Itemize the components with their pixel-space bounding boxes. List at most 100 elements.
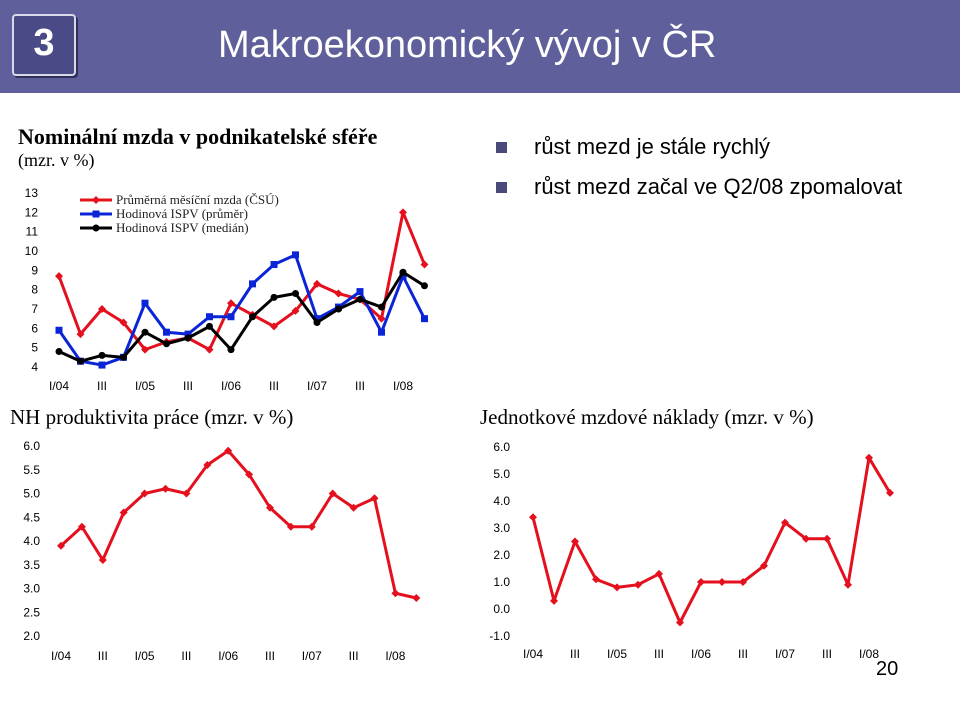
chart1-series-3-point xyxy=(206,322,213,330)
chart1-x-tick-label: I/08 xyxy=(393,379,413,393)
slide-title: Makroekonomický vývoj v ČR xyxy=(218,24,717,66)
chart2-x-tick-label: III xyxy=(265,649,275,663)
slide-header xyxy=(0,0,960,93)
chart3-x-tick-label: III xyxy=(822,647,832,661)
chart1-x-tick-label: III xyxy=(183,379,193,393)
chart2-series-1-point xyxy=(391,589,400,598)
chart1-series-3-point xyxy=(421,282,428,290)
chart3-y-tick-label: 3.0 xyxy=(493,521,510,535)
chart2-series-1-point xyxy=(203,461,212,469)
chart1-series-2-line xyxy=(57,253,426,367)
chart2-x-tick-label: III xyxy=(98,649,108,663)
chart1-series-1-point xyxy=(420,260,429,269)
chart3-series-1-point xyxy=(571,537,579,546)
chart1-series-1-point xyxy=(313,279,321,288)
chart2-y-tick-label: 4.0 xyxy=(23,534,40,548)
chart2-series-1-point xyxy=(349,503,358,512)
chart2-x-tick-label: I/07 xyxy=(302,649,322,663)
chart2-y-tick-label: 5.0 xyxy=(23,487,40,501)
page-number: 20 xyxy=(876,658,899,680)
chart2-series-1-point xyxy=(245,470,254,479)
chart3-x-tick-label: I/08 xyxy=(859,647,879,661)
chart3-x-tick-label: I/04 xyxy=(523,647,543,661)
chart1-y-tick-label: 8 xyxy=(31,283,38,297)
chart1-series-2-point xyxy=(163,328,170,336)
chart3-series-1-point xyxy=(718,578,726,586)
chart2-y-tick-label: 5.5 xyxy=(23,463,40,477)
chart1-legend-marker xyxy=(92,196,100,204)
chart3-series-1-point xyxy=(781,518,789,527)
chart1-legend-label: Hodinová ISPV (průměr) xyxy=(116,206,248,221)
chart1-series-1-point xyxy=(119,318,128,327)
square-bullet-icon xyxy=(496,142,507,153)
chart1-y-tick-label: 5 xyxy=(31,341,38,355)
chart3-series-1-point xyxy=(676,618,684,627)
chart1-series-3-point xyxy=(163,340,170,348)
chart1-series-1-point xyxy=(334,289,343,298)
chart3-series-1-point xyxy=(592,575,600,584)
chart1-series-2-point xyxy=(356,288,364,296)
chart2-series-1-point xyxy=(77,522,86,531)
chart2-x-tick-label: I/06 xyxy=(218,649,238,663)
chart2-x-tick-label: I/04 xyxy=(51,649,71,663)
chart3-x-tick-label: III xyxy=(654,647,664,661)
chart1-series-2-point xyxy=(206,313,213,321)
chart3-y-tick-label: 6.0 xyxy=(493,440,510,454)
chart1-y-tick-label: 4 xyxy=(31,360,38,374)
chart3-series-1-point xyxy=(634,580,642,589)
chart2-series-1-point xyxy=(161,484,170,493)
chart1-series-2-point xyxy=(421,315,428,323)
chart2-series-1-point xyxy=(119,508,128,517)
chart1-series-2-point xyxy=(292,251,299,259)
chart1-series-3-line xyxy=(58,270,426,363)
chart1-series-1-point xyxy=(55,272,63,281)
chart1-series-2-point xyxy=(98,361,106,369)
chart1-series-2-point xyxy=(270,261,278,269)
chart1-series-1-point xyxy=(377,314,386,323)
chart2-series-1-point xyxy=(266,503,274,512)
chart3-series-1-point xyxy=(697,578,705,586)
chart1-series-1-line xyxy=(57,210,426,352)
chart1-series-1-point xyxy=(227,299,235,308)
chart3-y-tick-label: 1.0 xyxy=(493,575,510,589)
chart3-series-1-point xyxy=(886,488,894,497)
section-badge: 3 xyxy=(12,14,76,76)
chart3-series-1-point xyxy=(739,578,747,586)
chart2-series-1-point xyxy=(307,522,316,531)
chart1-x-tick-label: III xyxy=(269,379,279,393)
chart3-series-1-point xyxy=(760,561,768,570)
chart3-series-1-line xyxy=(531,456,892,624)
chart1-series-3-point xyxy=(184,334,192,342)
chart3-y-tick-label: 5.0 xyxy=(493,467,510,481)
chart1-series-2-point xyxy=(184,330,192,338)
chart3-y-tick-label: 0.0 xyxy=(493,602,510,616)
chart1-title: Nominální mzda v podnikatelské sféře xyxy=(18,124,378,149)
chart1-series-1-point xyxy=(291,306,300,315)
chart1-series-3-point xyxy=(249,313,256,321)
chart3-series-1-point xyxy=(802,534,810,543)
chart1-series-3-point xyxy=(227,346,235,354)
chart3-series-1-point xyxy=(823,534,831,543)
chart2-y-tick-label: 2.5 xyxy=(23,605,40,619)
chart1-series-1-point xyxy=(399,208,407,217)
chart1-series-3-point xyxy=(77,357,84,365)
bullet-list: růst mezd je stále rychlý růst mezd zača… xyxy=(496,133,936,213)
chart2-x-tick-label: I/05 xyxy=(135,649,155,663)
chart1-series-3-point xyxy=(270,293,278,301)
bullet-item: růst mezd je stále rychlý xyxy=(496,133,936,160)
chart2-x-tick-label: III xyxy=(349,649,359,663)
chart1-series-3-point xyxy=(141,328,149,336)
chart1-series-3-point xyxy=(378,303,385,311)
chart2-series-1-point xyxy=(412,594,421,602)
chart2-series-1-point xyxy=(140,489,149,498)
chart2-series-1-point xyxy=(286,522,295,531)
chart1-x-tick-label: I/04 xyxy=(49,379,69,393)
chart1-series-1-point xyxy=(141,345,149,354)
chart3-x-tick-label: I/07 xyxy=(775,647,795,661)
chart1-series-3-point xyxy=(356,295,364,303)
chart1-series-2-point xyxy=(55,326,63,334)
chart1-series-3-point xyxy=(313,319,321,327)
chart1-y-tick-label: 11 xyxy=(26,225,39,239)
chart1-series-2-point xyxy=(378,328,385,336)
